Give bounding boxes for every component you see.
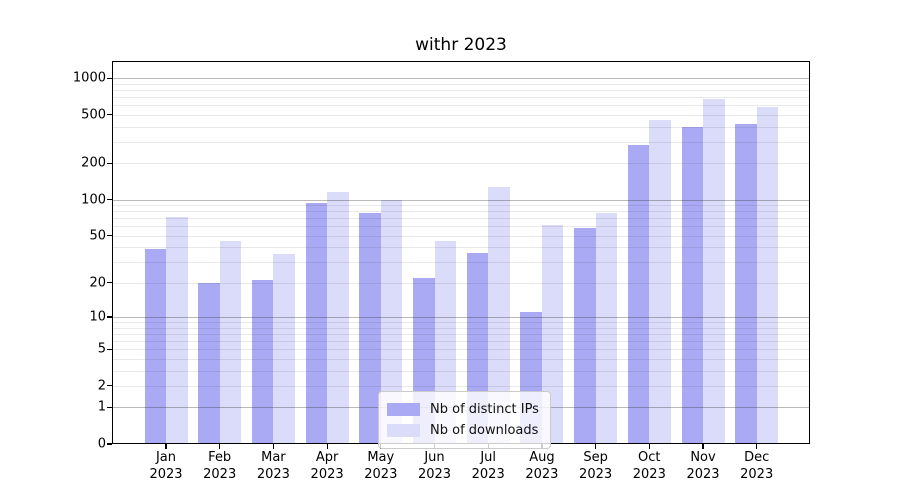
x-tick-mark xyxy=(648,444,650,449)
y-tick-label: 20 xyxy=(89,275,106,291)
bar-nov-distinct-ips xyxy=(681,126,703,444)
x-tick-month: Dec xyxy=(744,450,770,465)
x-tick-month: Nov xyxy=(690,450,716,465)
x-tick-year: 2023 xyxy=(525,466,559,482)
x-tick-year: 2023 xyxy=(310,466,344,482)
x-tick-mark xyxy=(326,444,328,449)
bar-aug-downloads xyxy=(541,224,564,444)
x-tick-month: Sep xyxy=(583,450,608,465)
x-tick-month: May xyxy=(367,450,395,465)
x-tick-label-may: May 2023 xyxy=(351,450,411,484)
legend-swatch-distinct-ips-icon xyxy=(387,403,420,416)
bar-oct-distinct-ips xyxy=(627,145,650,444)
legend-label-downloads: Nb of downloads xyxy=(430,423,539,438)
x-tick-mark xyxy=(272,444,275,449)
bar-may-downloads xyxy=(380,199,403,444)
x-tick-label-feb: Feb 2023 xyxy=(190,450,250,484)
x-tick-year: 2023 xyxy=(417,466,452,482)
y-tick-mark xyxy=(107,385,112,387)
legend-item-distinct-ips: Nb of distinct IPs xyxy=(387,399,539,420)
x-tick-label-aug: Aug 2023 xyxy=(512,450,572,484)
x-tick-label-nov: Nov 2023 xyxy=(673,450,733,484)
bar-dec-downloads xyxy=(756,106,779,444)
y-tick-mark xyxy=(107,199,112,201)
x-tick-month: Feb xyxy=(208,450,232,465)
legend-label-distinct-ips: Nb of distinct IPs xyxy=(430,402,539,417)
x-tick-year: 2023 xyxy=(364,466,398,482)
legend: Nb of distinct IPs Nb of downloads xyxy=(378,391,551,449)
bar-mar-distinct-ips xyxy=(251,280,274,444)
x-tick-label-mar: Mar 2023 xyxy=(243,450,303,484)
x-tick-year: 2023 xyxy=(256,466,290,482)
x-tick-month: Jun xyxy=(424,450,445,465)
x-tick-mark xyxy=(702,444,704,449)
x-tick-month: Aug xyxy=(529,450,555,465)
x-tick-label-jan: Jan 2023 xyxy=(136,450,196,484)
x-tick-mark xyxy=(219,444,221,449)
x-tick-month: Jan xyxy=(155,450,177,465)
x-tick-label-jul: Jul 2023 xyxy=(458,450,518,484)
bar-nov-downloads xyxy=(703,98,725,444)
legend-swatch-downloads-icon xyxy=(387,424,420,437)
bar-jul-downloads xyxy=(488,187,510,444)
y-tick-label: 50 xyxy=(89,228,106,244)
bar-oct-downloads xyxy=(649,119,671,444)
x-tick-month: Jul xyxy=(480,450,497,465)
y-tick-mark xyxy=(107,282,112,284)
y-tick-label: 1 xyxy=(97,399,106,415)
y-tick-label: 10 xyxy=(89,309,106,325)
bar-dec-distinct-ips xyxy=(735,124,757,444)
x-tick-mark xyxy=(165,444,167,449)
x-tick-label-apr: Apr 2023 xyxy=(297,450,357,484)
bar-sep-distinct-ips xyxy=(574,228,596,444)
bar-may-distinct-ips xyxy=(359,213,381,444)
bar-jan-downloads xyxy=(166,216,188,444)
y-tick-mark xyxy=(107,443,112,445)
y-tick-mark xyxy=(107,162,112,164)
plot-area: Nb of distinct IPs Nb of downloads xyxy=(112,61,810,449)
x-tick-year: 2023 xyxy=(471,466,505,482)
x-tick-label-dec: Dec 2023 xyxy=(727,450,787,484)
x-tick-month: Apr xyxy=(315,450,339,465)
y-tick-label: 100 xyxy=(81,192,106,208)
y-tick-mark xyxy=(107,316,112,318)
y-tick-mark xyxy=(107,235,112,237)
x-tick-mark xyxy=(595,444,597,449)
y-tick-label: 0 xyxy=(97,436,106,452)
chart-title: withr 2023 xyxy=(415,35,507,55)
bar-feb-distinct-ips xyxy=(198,282,220,444)
x-tick-year: 2023 xyxy=(579,466,613,482)
x-tick-year: 2023 xyxy=(632,466,666,482)
x-tick-year: 2023 xyxy=(203,466,237,482)
y-tick-mark xyxy=(107,348,112,350)
legend-item-downloads: Nb of downloads xyxy=(387,420,539,441)
bar-mar-downloads xyxy=(273,254,295,444)
y-tick-mark xyxy=(107,406,112,408)
y-tick-mark xyxy=(107,77,112,79)
bar-feb-downloads xyxy=(219,241,242,444)
x-tick-label-oct: Oct 2023 xyxy=(619,450,679,484)
y-tick-mark xyxy=(107,114,112,116)
x-tick-label-sep: Sep 2023 xyxy=(566,450,626,484)
x-tick-label-jun: Jun 2023 xyxy=(405,450,465,484)
x-tick-year: 2023 xyxy=(686,466,720,482)
y-tick-label: 200 xyxy=(81,155,106,171)
bar-sep-downloads xyxy=(595,213,618,444)
x-tick-year: 2023 xyxy=(149,466,183,482)
y-tick-label: 1000 xyxy=(72,70,106,86)
bar-apr-downloads xyxy=(327,192,349,444)
x-tick-year: 2023 xyxy=(740,466,774,482)
x-tick-month: Mar xyxy=(261,450,286,465)
y-tick-label: 5 xyxy=(97,341,106,357)
bar-apr-distinct-ips xyxy=(305,202,328,444)
y-tick-label: 2 xyxy=(97,378,106,394)
bars-layer xyxy=(112,61,810,444)
y-tick-label: 500 xyxy=(81,107,106,123)
bar-jan-distinct-ips xyxy=(144,248,166,444)
x-tick-month: Oct xyxy=(638,450,661,465)
x-tick-mark xyxy=(756,444,758,449)
